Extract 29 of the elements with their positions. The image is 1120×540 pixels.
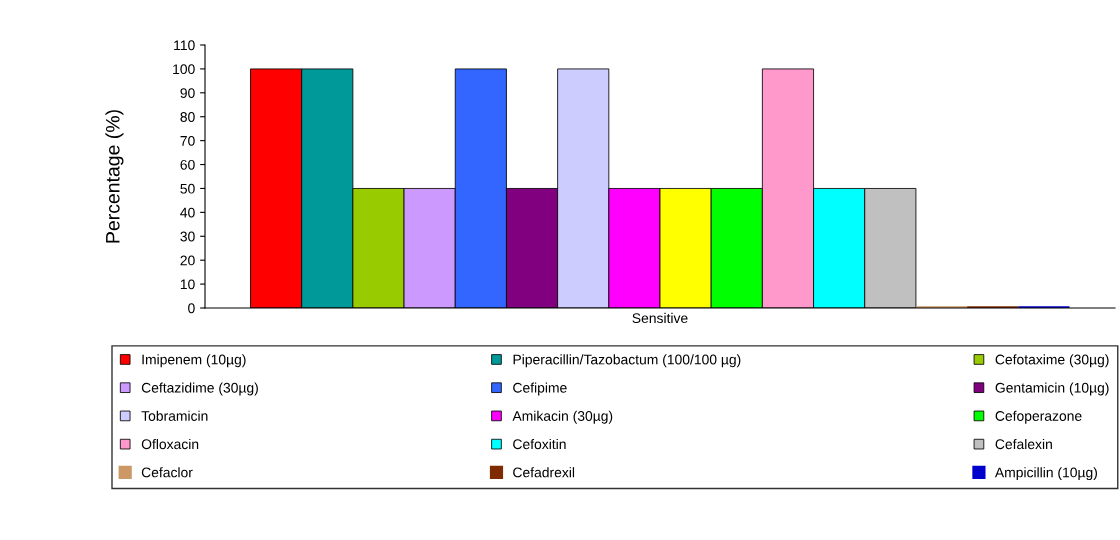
y-tick-label: 40 bbox=[180, 207, 195, 218]
legend-label: Cefadrexil bbox=[513, 467, 575, 478]
y-tick-label: 70 bbox=[180, 135, 195, 146]
legend-label: Imipenem (10µg) bbox=[142, 354, 246, 368]
y-tick-label: 110 bbox=[174, 40, 195, 51]
legend-label: Cefoxitin bbox=[513, 438, 566, 450]
y-tick-label: 90 bbox=[180, 88, 195, 98]
legend-label: Cefipime bbox=[513, 382, 567, 396]
legend-label: Piperacillin/Tazobactum (100/100 µg) bbox=[513, 354, 741, 368]
y-tick-label: 0 bbox=[188, 303, 195, 314]
legend-label: Tobramicin bbox=[141, 410, 208, 421]
legend-label: Cefalexin bbox=[995, 438, 1052, 450]
legend-label: Cefaclor bbox=[141, 467, 193, 478]
y-tick-label: 10 bbox=[180, 279, 195, 290]
legend-label: Cefotaxime (30µg) bbox=[995, 354, 1109, 368]
y-tick-label: 60 bbox=[180, 159, 195, 170]
legend-label: Gentamicin (10µg) bbox=[995, 382, 1109, 396]
legend-label: Cefoperazone bbox=[995, 410, 1082, 424]
legend-label: Ampicillin (10µg) bbox=[994, 467, 1097, 481]
y-tick-label: 50 bbox=[180, 183, 195, 194]
y-tick-label: 100 bbox=[173, 64, 195, 75]
x-tick-label: Sensitive bbox=[632, 312, 688, 324]
legend-label: Ofloxacin bbox=[141, 438, 199, 450]
y-tick-label: 80 bbox=[180, 112, 195, 122]
legend-label: Amikacin (30µg) bbox=[512, 410, 613, 424]
y-tick-label: 20 bbox=[180, 255, 195, 266]
legend-label: Ceftazidime (30µg) bbox=[141, 382, 258, 396]
y-tick-label: 30 bbox=[180, 231, 195, 242]
y-axis-title: Percentage (%) bbox=[105, 110, 124, 243]
